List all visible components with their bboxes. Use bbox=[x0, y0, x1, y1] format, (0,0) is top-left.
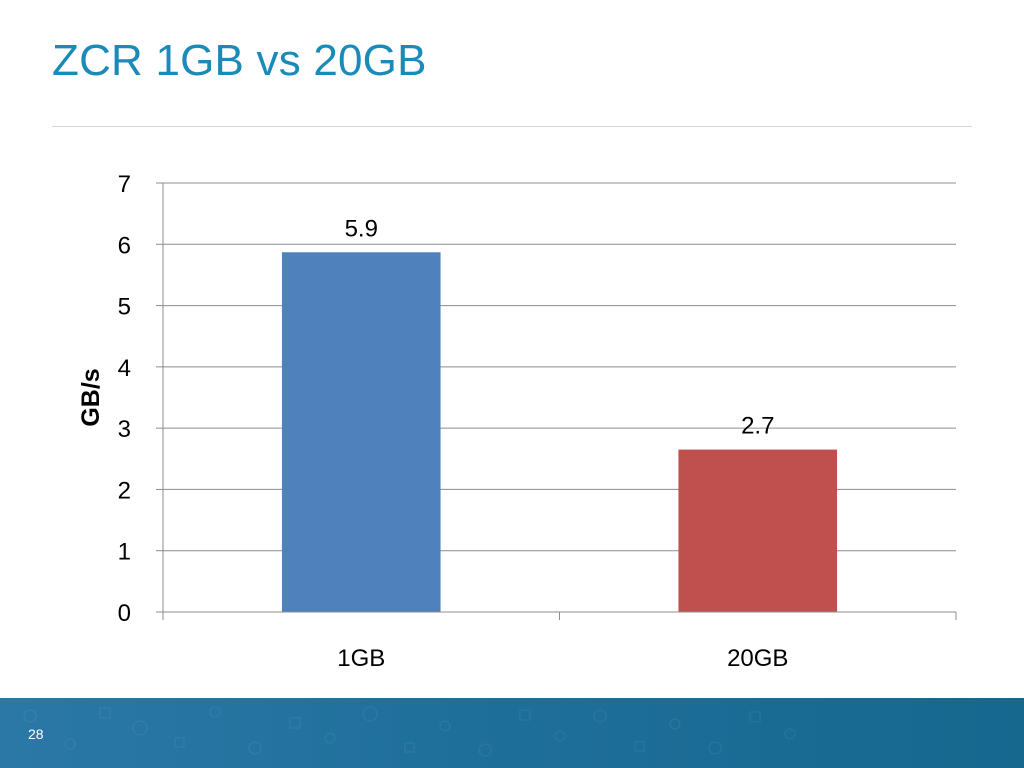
data-label: 5.9 bbox=[345, 215, 378, 242]
data-label: 2.7 bbox=[741, 413, 774, 440]
y-axis-title: GB/s bbox=[77, 368, 105, 426]
y-tick-label: 3 bbox=[118, 416, 131, 443]
x-category-label: 20GB bbox=[727, 645, 788, 672]
slide-title: ZCR 1GB vs 20GB bbox=[52, 36, 427, 85]
y-tick-label: 6 bbox=[118, 232, 131, 259]
bar-chart: 0 1 2 3 4 5 6 7 5.9 1GB 2.7 20GB GB/s bbox=[77, 171, 957, 672]
footer-pattern-decoration bbox=[23, 706, 796, 757]
x-category-label: 1GB bbox=[337, 645, 385, 672]
bar-20gb bbox=[678, 449, 838, 612]
y-tick-label: 4 bbox=[118, 355, 131, 382]
y-tick-label: 1 bbox=[118, 539, 131, 566]
title-divider bbox=[52, 126, 972, 127]
y-tick-label: 5 bbox=[118, 294, 131, 321]
y-tick-label: 7 bbox=[118, 171, 131, 198]
footer-bar: 28 bbox=[0, 698, 1024, 768]
y-tick-label: 2 bbox=[118, 477, 131, 504]
y-tick-label: 0 bbox=[118, 600, 131, 627]
bar-1gb bbox=[281, 252, 441, 612]
page-number: 28 bbox=[28, 726, 44, 742]
